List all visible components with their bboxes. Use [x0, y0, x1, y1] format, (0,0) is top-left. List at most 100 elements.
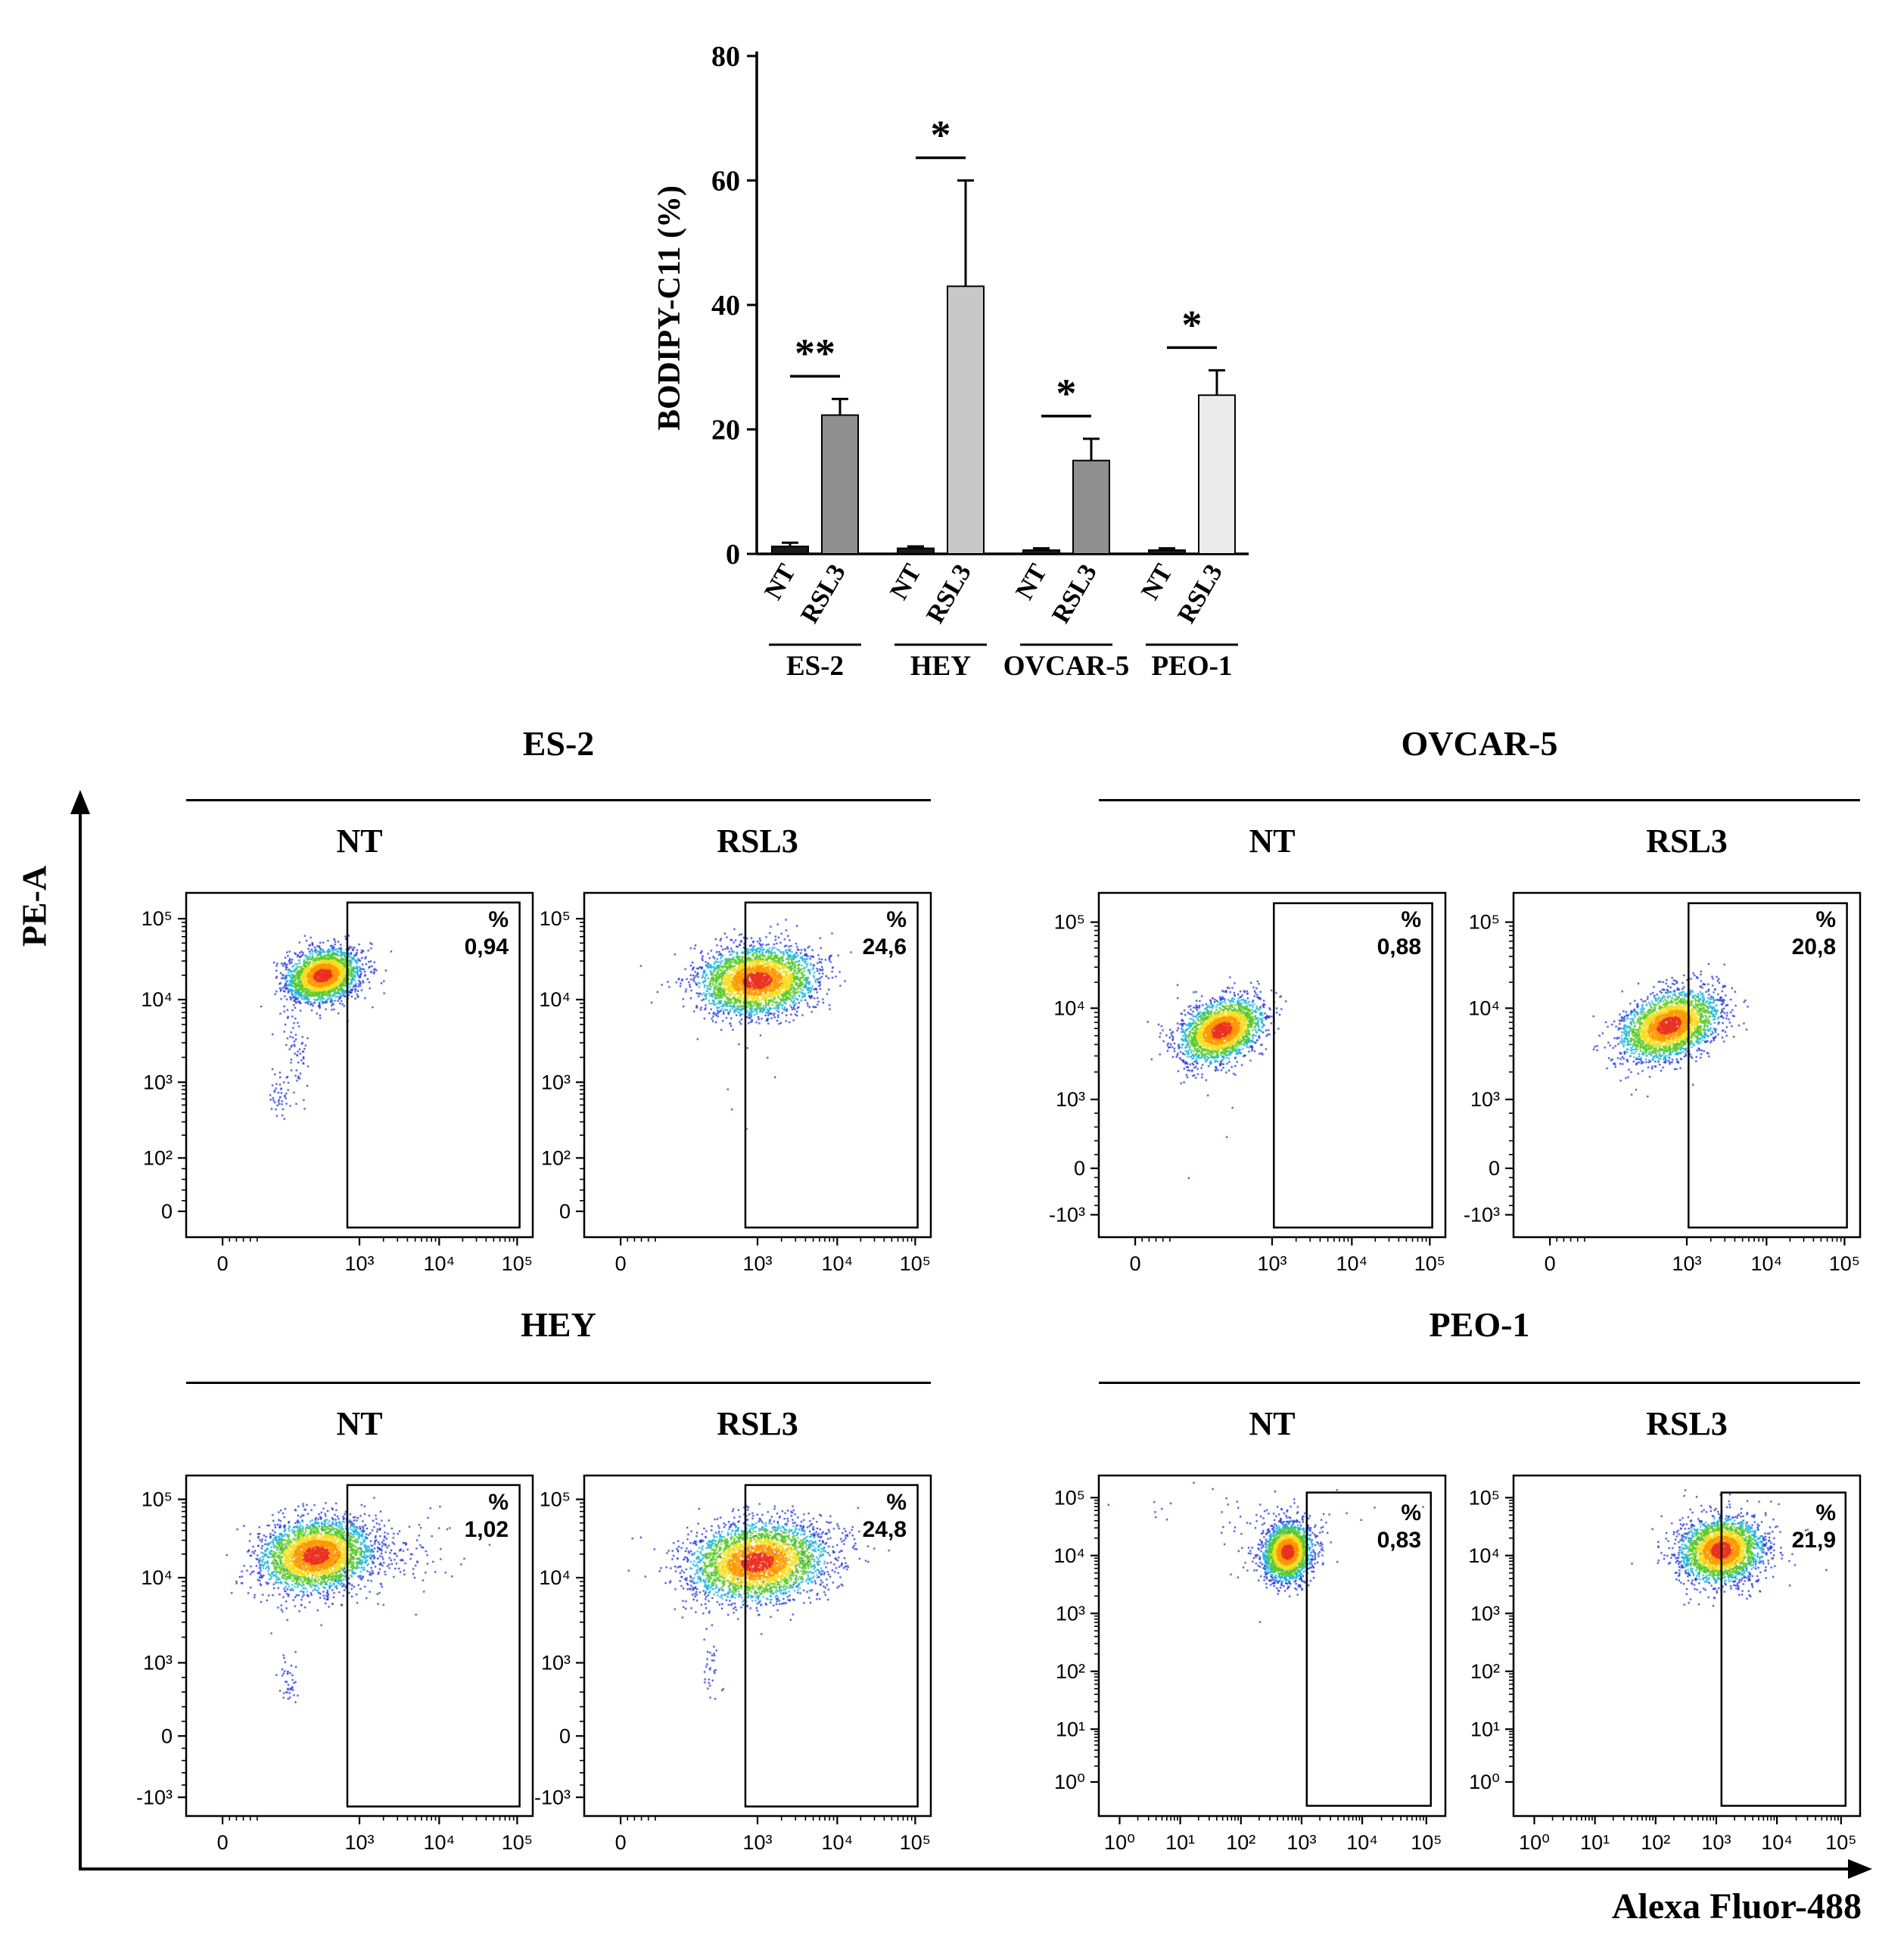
y-tick-label: 10⁴	[141, 1566, 173, 1589]
x-tick-label: 10⁴	[1751, 1252, 1783, 1275]
panel-condition-title: RSL3	[1646, 1405, 1728, 1442]
gate-rect	[1720, 1491, 1847, 1807]
y-tick-label: 10⁴	[1053, 1544, 1085, 1567]
percent-symbol: %	[886, 1490, 907, 1515]
x-tick-label: 10³	[344, 1831, 374, 1854]
gate-rect	[1305, 1491, 1433, 1807]
y-tick-label: 10⁴	[539, 988, 571, 1011]
bar-x-label: NT	[1010, 559, 1053, 605]
bar	[1022, 549, 1060, 555]
bar-x-label: RSL3	[921, 560, 977, 629]
panel-condition-title: NT	[336, 1405, 383, 1442]
group-label: ES-2	[786, 651, 844, 682]
y-tick-label: 10⁵	[142, 1488, 173, 1511]
x-tick-label: 10³	[1286, 1831, 1316, 1854]
percent-symbol: %	[1401, 907, 1421, 932]
bar	[821, 414, 859, 555]
plot-frame	[1512, 1474, 1862, 1818]
gate-percentage: % 0,94	[465, 906, 509, 961]
y-tick-label: 20	[711, 415, 740, 446]
flow-y-axis-label: PE-A	[14, 865, 54, 947]
gate-rect	[346, 901, 521, 1229]
x-tick-label: 0	[615, 1252, 627, 1275]
y-tick-label: 0	[726, 539, 740, 571]
panel-condition-title: RSL3	[717, 1405, 798, 1442]
y-tick-label: -10³	[1049, 1203, 1085, 1226]
y-tick-label: 10⁴	[1053, 997, 1085, 1019]
y-tick-label: 10²	[1056, 1660, 1085, 1683]
y-tick-label: 10³	[143, 1071, 173, 1093]
x-tick-label: 10⁵	[1825, 1831, 1856, 1854]
gate-percentage: % 1,02	[465, 1489, 509, 1544]
x-tick-label: 10⁴	[1346, 1831, 1378, 1854]
panel-condition-title: NT	[1249, 1405, 1296, 1442]
x-tick-label: 10⁴	[1761, 1831, 1793, 1854]
bar-x-label: NT	[885, 559, 927, 605]
bar	[897, 547, 935, 555]
significance-label: *	[1056, 371, 1077, 416]
flow-panel-ovcar5-nt: 0 10³ 10⁴ 10⁵ 10⁵ 10⁴ 10³ 0 -10³ % 0,88	[1029, 887, 1454, 1288]
percent-symbol: %	[488, 907, 509, 932]
flow-panel-axes: 0 10³ 10⁴ 10⁵ 10⁵ 10⁴ 10³ 0 -10³	[1464, 891, 1862, 1275]
y-tick-label: 0	[161, 1200, 173, 1223]
y-tick-label: 10³	[1470, 1088, 1500, 1111]
y-tick-label: -10³	[136, 1786, 173, 1808]
group-label: PEO-1	[1152, 651, 1233, 682]
x-tick-label: 10⁵	[900, 1252, 931, 1275]
y-tick-label: 10⁵	[1054, 911, 1085, 934]
scatter-canvas	[1099, 1476, 1445, 1816]
bar	[1072, 459, 1110, 555]
x-tick-label: 0	[615, 1831, 627, 1854]
x-tick-label: 10⁵	[502, 1831, 533, 1854]
flow-panel-axes: 10⁰ 10¹ 10² 10³ 10⁴ 10⁵ 10⁵ 10⁴ 10³ 10² 10¹ 10⁰	[1053, 1474, 1447, 1854]
y-tick-label: 10⁰	[1054, 1771, 1085, 1793]
x-tick-label: 10³	[1257, 1252, 1286, 1275]
scatter-canvas	[186, 893, 533, 1237]
y-tick-label: 10⁵	[1469, 1486, 1500, 1509]
percent-value: 0,83	[1377, 1528, 1421, 1553]
x-tick-label: 10⁴	[424, 1831, 456, 1854]
header-divider	[1099, 799, 1860, 801]
y-tick-label: 10¹	[1470, 1718, 1500, 1740]
x-tick-label: 10⁵	[1829, 1252, 1860, 1275]
flow-panel-hey-nt: 0 10³ 10⁴ 10⁵ 10⁵ 10⁴ 10³ 0 -10³ % 1,02	[117, 1469, 542, 1870]
scatter-canvas	[584, 1476, 931, 1816]
x-tick-label: 10⁴	[822, 1831, 854, 1854]
y-tick-label: 10³	[143, 1652, 173, 1675]
x-tick-label: 10²	[1641, 1831, 1670, 1854]
x-tick-label: 0	[1545, 1252, 1556, 1275]
panel-condition-title: NT	[1249, 823, 1296, 860]
group-label: HEY	[910, 651, 971, 682]
significance-label: *	[931, 113, 951, 158]
gate-percentage: % 21,9	[1792, 1500, 1836, 1554]
gate-percentage: % 24,8	[863, 1489, 907, 1544]
bar-chart-y-axis-label: BODIPY-C11 (%)	[652, 185, 687, 431]
flow-panel-peo1-rsl3: 10⁰ 10¹ 10² 10³ 10⁴ 10⁵ 10⁵ 10⁴ 10³ 10² 10¹ 10⁰ % 2…	[1444, 1469, 1869, 1870]
x-tick-label: 10³	[742, 1831, 772, 1854]
scatter-canvas	[1099, 893, 1445, 1237]
gate-percentage: % 0,88	[1377, 906, 1421, 961]
x-tick-label: 10³	[1701, 1831, 1731, 1854]
bar	[1198, 394, 1236, 555]
y-tick-label: 10⁵	[1054, 1486, 1085, 1509]
gate-percentage: % 0,83	[1377, 1500, 1421, 1554]
scatter-canvas	[186, 1476, 533, 1816]
gate-rect	[744, 901, 919, 1229]
bar-x-label: RSL3	[1047, 560, 1103, 629]
y-tick-label: 10⁰	[1469, 1771, 1500, 1793]
y-tick-label: 10³	[1470, 1602, 1500, 1625]
y-tick-label: 10²	[143, 1146, 173, 1169]
flow-panel-es2-rsl3: 0 10³ 10⁴ 10⁵ 10⁵ 10⁴ 10³ 10² 0 % 24,6	[515, 887, 940, 1288]
y-tick-label: 10⁴	[141, 988, 173, 1011]
y-tick-label: 10¹	[1056, 1718, 1085, 1740]
panel-condition-title: NT	[336, 823, 383, 860]
x-tick-label: 10³	[742, 1252, 772, 1275]
panel-condition-title: RSL3	[1646, 823, 1728, 860]
y-tick-label: 10³	[1056, 1602, 1085, 1625]
cell-line-header: PEO-1	[1429, 1305, 1530, 1344]
flow-x-axis-label: Alexa Fluor-488	[1611, 1886, 1862, 1926]
flow-panel-hey-rsl3: 0 10³ 10⁴ 10⁵ 10⁵ 10⁴ 10³ 0 -10³ % 24,8	[515, 1469, 940, 1870]
flow-panel-axes: 0 10³ 10⁴ 10⁵ 10⁵ 10⁴ 10³ 10² 0	[141, 891, 534, 1275]
scatter-canvas	[1514, 1476, 1860, 1816]
cell-line-header: OVCAR-5	[1401, 724, 1558, 763]
